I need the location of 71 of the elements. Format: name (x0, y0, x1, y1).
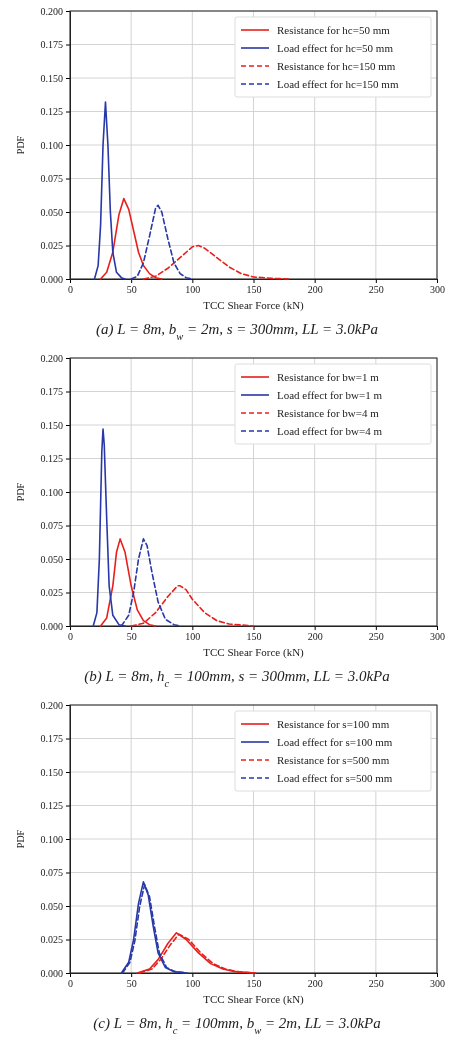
x-tick-label: 250 (368, 631, 384, 643)
y-tick-label: 0.125 (40, 800, 63, 812)
y-tick-label: 0.100 (40, 486, 63, 498)
text: (b) L = 8m, h$_{c}$ = 100mm, s = 300mm, LL = 3.0kPa (84, 668, 390, 689)
y-tick-label: 0.200 (40, 699, 63, 711)
y-tick-label: 0.150 (40, 419, 63, 431)
legend-label: Load effect for s=100 mm (277, 736, 393, 748)
legend-label: Resistance for bw=4 m (277, 407, 380, 419)
y-tick-label: 0.025 (40, 240, 63, 252)
x-tick-label: 0 (68, 631, 73, 643)
x-tick-label: 300 (430, 978, 445, 990)
y-tick-label: 0.050 (40, 206, 63, 218)
y-tick-label: 0.150 (40, 766, 63, 778)
y-tick-label: 0.200 (40, 352, 63, 364)
y-tick-label: 0.050 (40, 900, 63, 912)
y-tick-label: 0.025 (40, 587, 63, 599)
line-series (93, 101, 126, 280)
y-tick-label: 0.000 (40, 967, 63, 979)
x-tick-label: 100 (185, 631, 201, 643)
x-tick-label: 150 (246, 631, 262, 643)
x-tick-label: 0 (68, 978, 73, 990)
y-tick-label: 0.075 (40, 520, 63, 532)
legend-label: Resistance for hc=50 mm (277, 24, 391, 36)
y-tick-label: 0.100 (40, 833, 63, 845)
x-tick-label: 0 (68, 284, 73, 296)
y-tick-label: 0.050 (40, 553, 63, 565)
legend-label: Resistance for s=100 mm (277, 718, 390, 730)
text: (a) L = 8m, b$_{w}$ = 2m, s = 300mm, LL = 3.0kPa (96, 321, 378, 342)
y-axis-title: PDF (15, 829, 26, 849)
x-tick-label: 50 (126, 284, 137, 296)
x-axis-title: TCC Shear Force (kN) (203, 993, 305, 1006)
x-axis-title: TCC Shear Force (kN) (203, 646, 305, 659)
x-axis-title: TCC Shear Force (kN) (203, 299, 305, 312)
y-tick-label: 0.125 (40, 106, 63, 118)
x-tick-label: 300 (430, 631, 445, 643)
text: (c) L = 8m, h$_{c}$ = 100mm, b$_{w}$ = 2m, LL = 3.0kPa (93, 1015, 381, 1036)
legend-label: Load effect for bw=4 m (277, 425, 383, 437)
legend-label: Load effect for hc=50 mm (277, 42, 394, 54)
x-tick-label: 150 (246, 978, 262, 990)
legend-label: Resistance for hc=150 mm (277, 60, 396, 72)
y-tick-label: 0.150 (40, 72, 63, 84)
y-axis-title: PDF (15, 482, 26, 502)
x-tick-label: 300 (430, 284, 445, 296)
x-tick-label: 250 (368, 284, 384, 296)
y-tick-label: 0.025 (40, 934, 63, 946)
y-tick-label: 0.000 (40, 273, 63, 285)
x-tick-label: 100 (185, 978, 201, 990)
x-tick-label: 200 (307, 978, 323, 990)
y-tick-label: 0.075 (40, 867, 63, 879)
y-tick-label: 0.100 (40, 139, 63, 151)
x-tick-label: 150 (246, 284, 262, 296)
y-tick-label: 0.125 (40, 453, 63, 465)
x-tick-label: 200 (307, 631, 323, 643)
x-tick-label: 250 (368, 978, 384, 990)
legend-label: Load effect for s=500 mm (277, 772, 393, 784)
legend-label: Load effect for bw=1 m (277, 389, 383, 401)
x-tick-label: 100 (185, 284, 201, 296)
x-tick-label: 50 (126, 631, 137, 643)
y-tick-label: 0.175 (40, 39, 63, 51)
legend-label: Resistance for bw=1 m (277, 371, 380, 383)
x-tick-label: 200 (307, 284, 323, 296)
y-tick-label: 0.200 (40, 5, 63, 17)
line-series (130, 204, 194, 280)
y-tick-label: 0.175 (40, 733, 63, 745)
legend-label: Load effect for hc=150 mm (277, 78, 399, 90)
y-tick-label: 0.075 (40, 173, 63, 185)
y-tick-label: 0.000 (40, 620, 63, 632)
y-axis-title: PDF (15, 135, 26, 155)
x-tick-label: 50 (126, 978, 137, 990)
legend-label: Resistance for s=500 mm (277, 754, 390, 766)
y-tick-label: 0.175 (40, 386, 63, 398)
